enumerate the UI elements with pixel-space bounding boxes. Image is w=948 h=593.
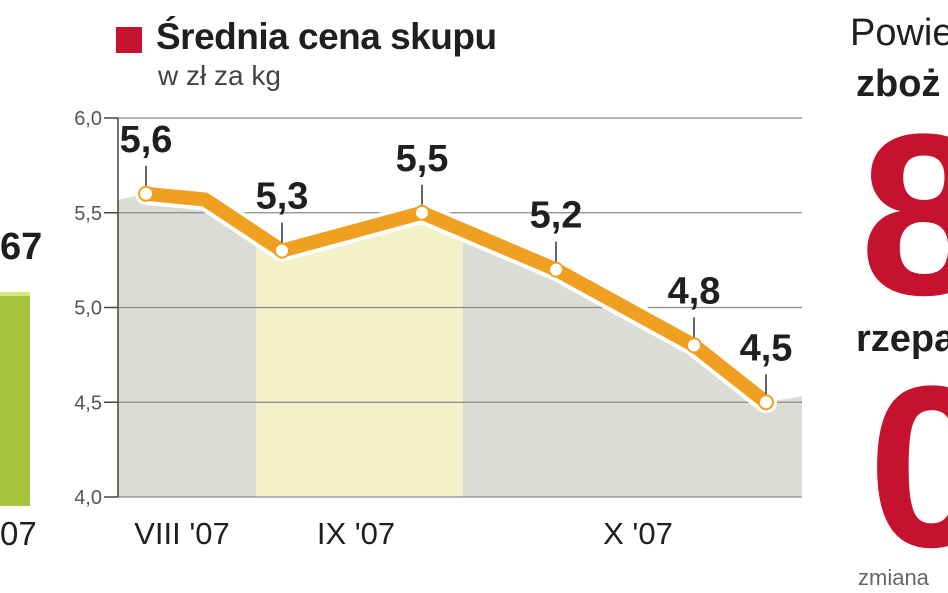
chart-unit: w zł za kg xyxy=(158,60,281,91)
y-tick-label: 4,0 xyxy=(74,487,102,509)
data-point xyxy=(414,204,430,221)
x-month-label: X '07 xyxy=(603,516,673,551)
right-heading-line2: zboż xyxy=(856,63,941,105)
right-big-number-1: 8 xyxy=(860,86,948,343)
right-big-number-2: 0 xyxy=(868,338,948,593)
legend-swatch xyxy=(116,27,142,53)
chart-title: Średnia cena skupu xyxy=(156,16,497,57)
data-label: 5,6 xyxy=(120,119,173,161)
data-point xyxy=(138,185,154,202)
data-point xyxy=(548,261,564,278)
data-label: 4,5 xyxy=(740,327,793,369)
x-month-label: VIII '07 xyxy=(134,516,230,551)
x-month-label: IX '07 xyxy=(317,516,395,551)
y-tick-label: 5,5 xyxy=(74,203,102,225)
data-label: 4,8 xyxy=(668,270,721,312)
data-label: 5,2 xyxy=(530,195,583,237)
data-point xyxy=(758,394,774,411)
data-point xyxy=(686,337,702,354)
data-label: 5,3 xyxy=(256,176,309,218)
left-value-label: 67 xyxy=(0,226,43,268)
left-bar xyxy=(0,292,30,506)
y-tick-label: 6,0 xyxy=(74,108,102,130)
highlight-band xyxy=(256,212,463,497)
right-heading-line1: Powie xyxy=(850,12,948,54)
data-label: 5,5 xyxy=(396,138,449,180)
left-x-label: 07 xyxy=(0,515,37,552)
right-footer: zmiana xyxy=(858,565,929,590)
y-tick-label: 4,5 xyxy=(74,392,102,414)
y-tick-label: 5,0 xyxy=(74,298,102,320)
right-heading-line3: rzepa xyxy=(856,318,948,360)
data-point xyxy=(274,242,290,259)
